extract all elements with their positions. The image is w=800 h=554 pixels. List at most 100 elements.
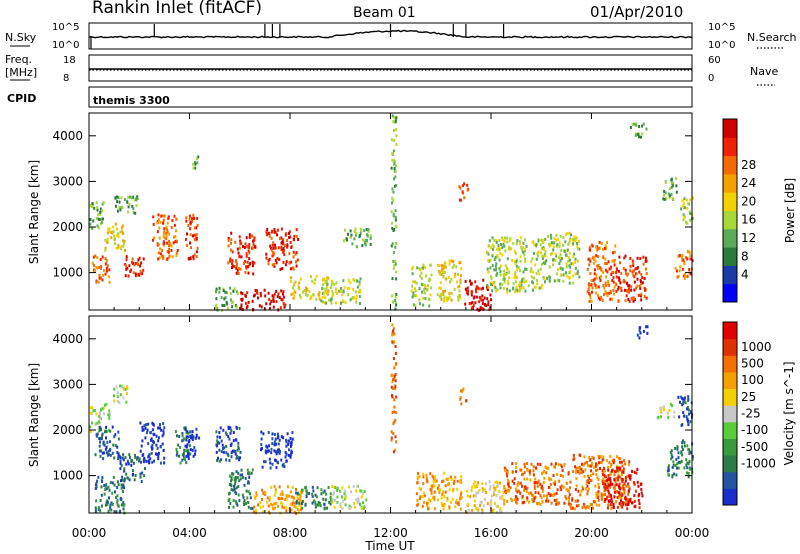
scatter-cell [114, 444, 117, 448]
scatter-cell [644, 288, 646, 292]
scatter-cell [194, 166, 197, 170]
scatter-cell [101, 434, 103, 438]
scatter-cell [617, 285, 620, 289]
scatter-cell [356, 279, 359, 283]
scatter-cell [427, 501, 430, 505]
scatter-cell [248, 246, 251, 249]
scatter-cell [189, 448, 192, 452]
scatter-cell [392, 329, 394, 333]
scatter-cell [628, 290, 631, 294]
scatter-cell [273, 251, 276, 255]
scatter-cell [519, 468, 522, 472]
scatter-cell [509, 237, 512, 241]
scatter-cell [565, 262, 568, 266]
scatter-cell [637, 293, 640, 297]
scatter-cell [523, 462, 526, 466]
scatter-cell [624, 495, 627, 499]
scatter-cell [232, 289, 235, 293]
scatter-cell [159, 423, 161, 427]
scatter-cell [123, 239, 126, 243]
scatter-cell [225, 433, 228, 437]
scatter-cell [674, 446, 677, 450]
scatter-cell [533, 496, 536, 500]
scatter-cell [622, 470, 625, 474]
scatter-cell [424, 265, 426, 269]
scatter-cell [320, 299, 323, 303]
scatter-cell [237, 272, 240, 275]
scatter-cell [616, 268, 618, 272]
scatter-cell [292, 238, 295, 241]
scatter-cell [543, 469, 546, 473]
scatter-cell [540, 238, 543, 242]
scatter-cell [275, 300, 278, 304]
colorbar-swatch [723, 155, 737, 175]
scatter-cell [536, 462, 539, 466]
scatter-cell [106, 500, 109, 504]
scatter-cell [147, 459, 150, 463]
scatter-cell [603, 247, 606, 251]
scatter-cell [340, 289, 343, 293]
scatter-cell [228, 497, 231, 501]
scatter-cell [122, 453, 125, 457]
scatter-cell [552, 474, 555, 478]
scatter-cell [600, 295, 603, 299]
scatter-cell [522, 241, 525, 245]
scatter-cell [516, 501, 519, 505]
scatter-cell [289, 441, 292, 445]
scatter-cell [137, 263, 139, 266]
scatter-cell [238, 479, 241, 483]
scatter-cell [626, 273, 629, 277]
scatter-cell [393, 177, 395, 181]
scatter-cell [441, 492, 444, 496]
scatter-cell [223, 297, 226, 301]
scatter-cell [596, 245, 599, 249]
y-tick-label: 2000 [52, 220, 83, 234]
scatter-cell [606, 506, 609, 510]
scatter-cell [572, 240, 575, 244]
scatter-cell [242, 495, 245, 499]
colorbar-swatch [723, 455, 737, 473]
scatter-cell [687, 423, 690, 427]
scatter-cell [122, 501, 125, 505]
scatter-cell [494, 255, 497, 259]
scatter-cell [167, 250, 170, 254]
scatter-cell [271, 437, 274, 441]
scatter-cell [310, 275, 312, 279]
scatter-cell [311, 501, 314, 505]
scatter-cell [304, 502, 307, 506]
scatter-cell [296, 491, 299, 495]
scatter-cell [247, 265, 250, 269]
scatter-cell [495, 262, 498, 266]
scatter-cell [620, 286, 623, 290]
scatter-cell [395, 164, 397, 168]
scatter-cell [358, 501, 361, 505]
scatter-cell [144, 426, 147, 430]
scatter-cell [192, 234, 194, 238]
colorbar-swatch [723, 210, 737, 230]
scatter-cell [239, 239, 242, 243]
scatter-cell [356, 497, 359, 501]
scatter-cell [113, 483, 116, 487]
scatter-cell [556, 238, 559, 241]
scatter-cell [682, 213, 685, 217]
scatter-cell [247, 300, 250, 304]
scatter-cell [640, 292, 643, 296]
scatter-cell [109, 453, 112, 457]
scatter-cell [567, 499, 570, 503]
scatter-cell [290, 440, 293, 444]
scatter-cell [273, 443, 276, 447]
scatter-cell [446, 499, 449, 502]
scatter-cell [498, 239, 501, 242]
scatter-cell [627, 502, 630, 506]
scatter-cell [349, 281, 352, 285]
scatter-cell [678, 415, 681, 419]
scatter-cell [101, 202, 104, 206]
scatter-cell [538, 501, 540, 505]
scatter-cell [354, 233, 357, 237]
scatter-cell [543, 277, 545, 281]
scatter-cell [188, 440, 191, 444]
scatter-cell [285, 459, 288, 463]
scatter-cell [663, 189, 666, 193]
scatter-cell [391, 294, 394, 298]
scatter-cell [315, 495, 318, 499]
